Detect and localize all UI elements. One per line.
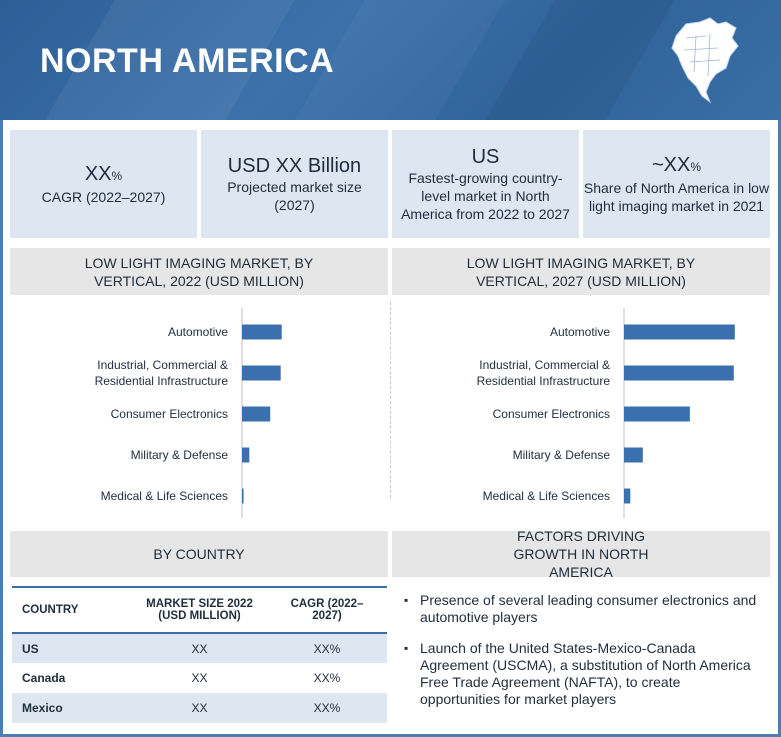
stat-cagr: XX% CAGR (2022–2027) (10, 130, 197, 238)
stat-cagr-label: CAGR (2022–2027) (41, 189, 166, 205)
size-cell: XX (132, 633, 267, 663)
bar-military-defense (242, 447, 250, 463)
factor-item: Presence of several leading consumer ele… (404, 592, 764, 626)
chart-2027-plot: Automotive Industrial, Commercial & Reside… (477, 308, 735, 518)
country-table: COUNTRY MARKET SIZE 2022 (USD MILLION) C… (12, 586, 387, 723)
country-table-header: COUNTRY MARKET SIZE 2022 (USD MILLION) C… (12, 586, 387, 634)
bar-consumer-electronics (624, 406, 690, 422)
table-row: Mexico XX XX% (12, 693, 387, 723)
bar-industrial-commercial-residential-infrastructure (242, 365, 281, 381)
stat-market-size-value: USD XX Billion (227, 155, 362, 177)
factor-item: Launch of the United States-Mexico-Canad… (404, 640, 764, 708)
category-label: Industrial, Commercial & Residential Infr… (95, 358, 229, 388)
category-label: Industrial, Commercial & Residential Infr… (477, 358, 611, 388)
category-label: Medical & Life Sciences (101, 489, 228, 503)
north-america-map-icon (671, 17, 739, 104)
factors-list: Presence of several leading consumer ele… (404, 592, 764, 722)
category-label: Automotive (550, 325, 610, 339)
bar-automotive (242, 324, 282, 340)
stat-share-unit: % (690, 160, 702, 174)
header-banner: NORTH AMERICA (0, 0, 781, 120)
category-label: Consumer Electronics (111, 407, 228, 421)
col-country: COUNTRY (12, 586, 132, 634)
country-cell: Mexico (12, 693, 132, 723)
category-label: Military & Defense (131, 448, 229, 462)
stat-cagr-unit: % (111, 169, 123, 183)
stat-cagr-value: XX (84, 163, 112, 185)
stat-share-label: Share of North America in low light imag… (583, 180, 770, 214)
bar-military-defense (624, 447, 643, 463)
category-label: Consumer Electronics (493, 407, 610, 421)
stat-market-size-label: Projected market size (2027) (227, 179, 362, 213)
size-cell: XX (191, 671, 208, 685)
chart-2027-title: LOW LIGHT IMAGING MARKET, BY VERTICAL, 2… (392, 248, 770, 295)
bar-medical-life-sciences (242, 488, 244, 504)
table-row: US XX XX% (12, 633, 387, 663)
col-cagr: CAGR (2022–2027) (267, 586, 387, 634)
country-cell: Canada (22, 671, 66, 685)
by-country-heading: BY COUNTRY (10, 531, 388, 577)
stat-market-size: USD XX Billion Projected market size (20… (201, 130, 388, 238)
chart-2022-plot: Automotive Industrial, Commercial & Reside… (95, 308, 282, 518)
bar-industrial-commercial-residential-infrastructure (624, 365, 734, 381)
factors-heading: FACTORS DRIVING GROWTH IN NORTH AMERICA (392, 528, 770, 580)
stat-fastest-country-label: Fastest-growing country-level market in … (401, 170, 570, 222)
bar-consumer-electronics (242, 406, 271, 422)
chart-divider (390, 302, 391, 498)
chart-2027: Automotive Industrial, Commercial & Reside… (392, 302, 770, 518)
stat-fastest-country: US Fastest-growing country-level market … (392, 130, 579, 238)
size-cell: XX (132, 693, 267, 723)
country-cell: US (12, 633, 132, 663)
table-row: Canada XX XX% (12, 663, 387, 693)
stat-fastest-country-value: US (471, 146, 500, 168)
page-title: NORTH AMERICA (40, 42, 335, 80)
cagr-cell: XX% (267, 633, 387, 663)
stat-share-value: ~XX (651, 154, 691, 176)
cagr-cell: XX% (313, 671, 341, 685)
content-frame (0, 120, 781, 737)
col-market-size: MARKET SIZE 2022 (USD MILLION) (132, 586, 267, 634)
chart-2022: Automotive Industrial, Commercial & Reside… (10, 302, 388, 518)
chart-2022-title: LOW LIGHT IMAGING MARKET, BY VERTICAL, 2… (10, 248, 388, 295)
category-label: Medical & Life Sciences (483, 489, 610, 503)
category-label: Automotive (168, 325, 228, 339)
bar-automotive (624, 324, 735, 340)
bar-medical-life-sciences (624, 488, 631, 504)
category-label: Military & Defense (513, 448, 611, 462)
cagr-cell: XX% (267, 693, 387, 723)
stat-share: ~XX% Share of North America in low light… (583, 130, 770, 238)
